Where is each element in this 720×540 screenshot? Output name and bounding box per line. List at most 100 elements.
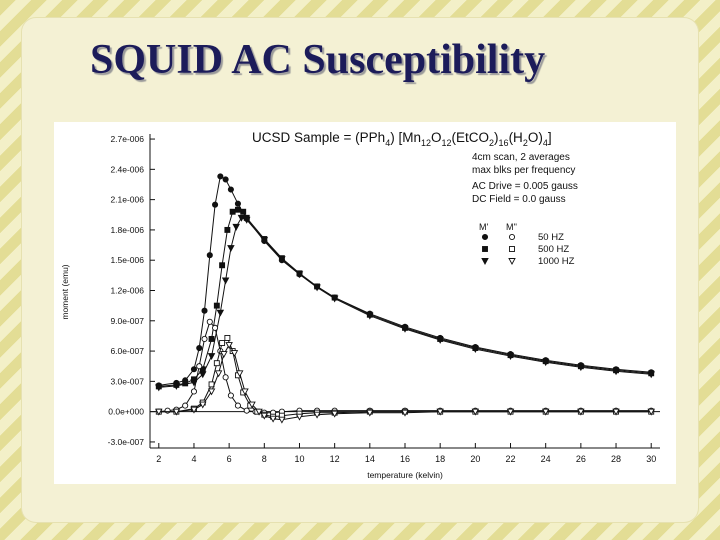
data-point: [224, 334, 231, 341]
data-point: [219, 340, 226, 346]
data-point: [216, 309, 225, 317]
legend-label: 500 HZ: [538, 244, 569, 255]
legend-marker: [508, 233, 516, 241]
data-point: [217, 173, 224, 180]
data-point: [164, 407, 171, 414]
title-part: ) [Mn: [390, 130, 421, 145]
x-tick-label: 6: [227, 454, 232, 464]
data-point: [401, 409, 409, 417]
title-subscript: 12: [442, 138, 452, 148]
series-line: [158, 209, 652, 387]
data-point: [230, 350, 239, 358]
data-point: [214, 370, 223, 378]
annotation-text: AC Drive = 0.005 gauss: [472, 181, 578, 192]
title-part: ]: [548, 130, 552, 145]
legend-label: 50 HZ: [538, 232, 564, 243]
y-tick-label: 2.7e-006: [110, 134, 144, 144]
y-tick-label: 2.4e-006: [110, 164, 144, 174]
x-axis-label: temperature (kelvin): [367, 470, 443, 480]
data-point: [471, 346, 480, 353]
x-tick-label: 4: [191, 454, 196, 464]
title-part: O: [431, 130, 442, 145]
data-point: [172, 408, 181, 416]
data-point: [190, 406, 198, 414]
y-tick-label: 9.0e-007: [110, 316, 144, 326]
data-point: [220, 351, 228, 359]
title-subscript: 2: [523, 138, 528, 148]
data-point: [436, 408, 444, 416]
y-tick-label: 3.0e-007: [110, 376, 144, 386]
data-point: [647, 371, 655, 379]
data-point: [278, 416, 286, 424]
y-tick-label: 1.5e-006: [110, 255, 144, 265]
series-2: [155, 214, 655, 392]
chart-title: UCSD Sample = (PPh4) [Mn12O12(EtCO2)16(H…: [252, 130, 552, 148]
x-tick-label: 18: [435, 454, 445, 464]
y-tick-label: 1.8e-006: [110, 225, 144, 235]
legend-marker: [482, 246, 488, 252]
title-subscript: 12: [421, 138, 431, 148]
series-line: [158, 217, 652, 388]
data-point: [647, 408, 655, 416]
x-tick-label: 30: [646, 454, 656, 464]
data-point: [229, 208, 236, 215]
data-point: [221, 277, 230, 285]
data-point: [313, 284, 321, 292]
series-line: [158, 175, 652, 386]
chart-image: 2.7e-006 2.4e-006 2.1e-006 1.8e-006 1.5e-006…: [54, 122, 676, 484]
data-point: [196, 344, 203, 352]
data-point: [207, 388, 216, 396]
data-point: [506, 353, 515, 361]
x-tick-label: 28: [611, 454, 621, 464]
data-point: [541, 408, 550, 416]
legend-marker: [481, 258, 489, 265]
data-point: [401, 325, 409, 333]
legend-header: M': [479, 222, 488, 232]
data-point: [212, 324, 219, 331]
data-point: [207, 353, 216, 361]
x-tick-label: 16: [400, 454, 410, 464]
title-subscript: 16: [499, 138, 509, 148]
data-point: [224, 226, 231, 233]
series-line: [158, 344, 652, 421]
series-1: [155, 206, 655, 390]
x-tick-label: 2: [156, 454, 161, 464]
data-point: [232, 223, 240, 231]
data-point: [235, 370, 244, 378]
data-point: [366, 312, 374, 320]
data-point: [155, 384, 163, 392]
x-tick-label: 26: [576, 454, 586, 464]
data-point: [248, 401, 256, 409]
data-point: [227, 392, 234, 399]
data-point: [295, 271, 304, 279]
data-point: [541, 359, 550, 367]
data-point: [240, 208, 247, 215]
legend-marker: [509, 246, 515, 252]
data-point: [243, 407, 250, 414]
data-point: [155, 408, 163, 416]
y-tick-label: -3.0e-007: [108, 437, 145, 447]
data-point: [201, 307, 208, 314]
data-point: [242, 216, 251, 224]
x-tick-label: 8: [262, 454, 267, 464]
data-point: [278, 256, 286, 264]
data-point: [222, 374, 229, 381]
data-point: [269, 415, 277, 423]
data-point: [577, 408, 585, 416]
data-point: [506, 408, 515, 416]
data-point: [196, 363, 203, 370]
x-tick-label: 24: [541, 454, 551, 464]
y-tick-label: 0.0e+000: [108, 407, 144, 417]
x-tick-label: 22: [506, 454, 516, 464]
title-part: (H: [509, 130, 523, 145]
x-tick-label: 10: [294, 454, 304, 464]
title-part: ): [494, 130, 499, 145]
title-part: O): [528, 130, 543, 145]
x-tick-label: 12: [330, 454, 340, 464]
data-point: [330, 295, 339, 303]
data-point: [199, 401, 207, 409]
data-point: [612, 368, 620, 376]
data-point: [577, 364, 585, 372]
data-point: [255, 408, 263, 416]
